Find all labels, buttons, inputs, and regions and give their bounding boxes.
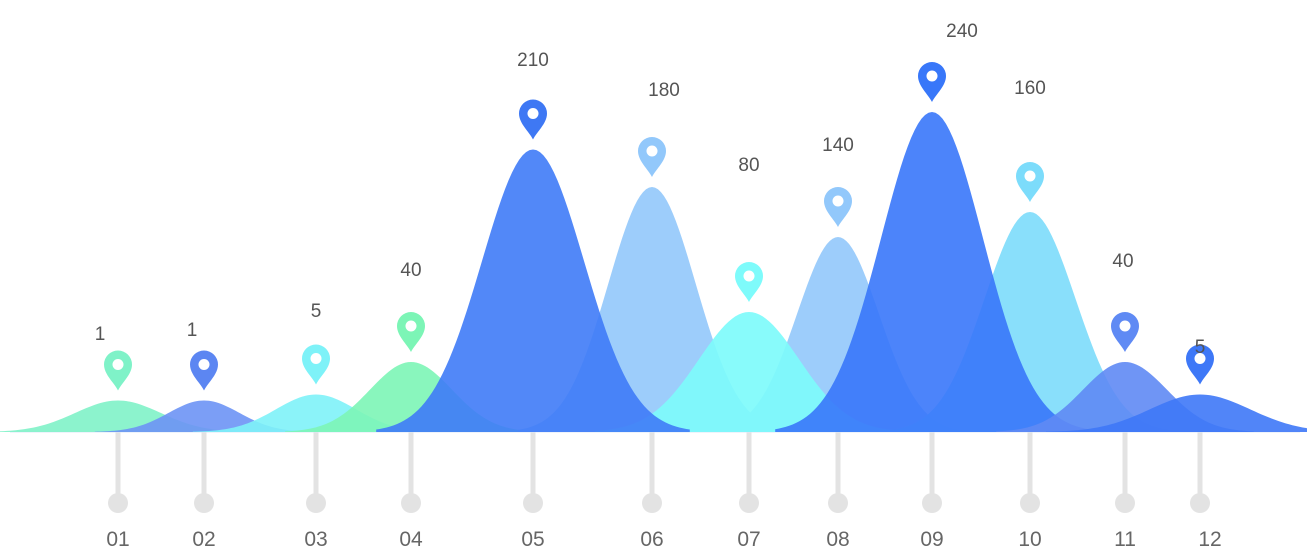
value-label-11: 40 [1112, 251, 1133, 272]
bells-layer [0, 112, 1307, 432]
tick-label-07: 07 [737, 528, 760, 550]
stem-dot-03 [306, 493, 326, 513]
stem-dot-08 [828, 493, 848, 513]
value-label-09: 240 [946, 21, 978, 42]
stem-dot-01 [108, 493, 128, 513]
bell-09 [775, 112, 1089, 432]
stem-dot-09 [922, 493, 942, 513]
tick-label-05: 05 [521, 528, 544, 550]
map-pin-icon [735, 262, 763, 302]
stem-dot-02 [194, 493, 214, 513]
map-pin-icon [1186, 344, 1214, 385]
tick-label-06: 06 [640, 528, 663, 550]
value-label-04: 40 [400, 260, 421, 281]
stem-dot-11 [1115, 493, 1135, 513]
map-pin-icon [1016, 162, 1044, 202]
stem-dot-10 [1020, 493, 1040, 513]
map-pin-icon [824, 187, 852, 227]
tick-label-04: 04 [399, 528, 423, 550]
value-label-10: 160 [1014, 78, 1046, 99]
value-label-05: 210 [517, 50, 549, 71]
map-pin-icon [302, 344, 330, 385]
stem-dot-07 [739, 493, 759, 513]
map-pin-icon [638, 137, 666, 177]
pins-layer [104, 62, 1214, 391]
tick-label-03: 03 [304, 528, 327, 550]
value-label-08: 140 [822, 135, 854, 156]
tick-label-12: 12 [1198, 528, 1221, 550]
bell-12 [1046, 394, 1307, 432]
value-label-07: 80 [738, 155, 759, 176]
tick-label-01: 01 [106, 528, 129, 550]
value-labels-layer: 1 1 5 40 210 180 80 140 240 160 40 5 [95, 21, 1206, 358]
tick-label-09: 09 [920, 528, 943, 550]
stems-layer [10, 431, 1300, 513]
tick-label-10: 10 [1018, 528, 1041, 550]
stem-dot-06 [642, 493, 662, 513]
value-label-12: 5 [1195, 337, 1206, 358]
map-pin-icon [1111, 312, 1139, 352]
stem-dot-05 [523, 493, 543, 513]
tick-label-02: 02 [192, 528, 215, 550]
map-pin-icon [918, 62, 946, 102]
tick-labels-layer: 01 02 03 04 05 06 07 08 09 10 11 12 [106, 528, 1221, 550]
value-label-01: 1 [95, 324, 106, 345]
tick-label-08: 08 [826, 528, 849, 550]
stem-dot-12 [1190, 493, 1210, 513]
map-pin-icon [397, 312, 425, 352]
map-pin-icon [519, 99, 547, 140]
tick-label-11: 11 [1114, 528, 1136, 550]
value-label-02: 1 [187, 320, 198, 341]
map-pin-icon [104, 350, 132, 391]
map-pin-icon [190, 350, 219, 391]
value-label-03: 5 [311, 301, 322, 322]
stem-dot-04 [401, 493, 421, 513]
bell-05 [376, 149, 690, 432]
value-label-06: 180 [648, 80, 680, 101]
